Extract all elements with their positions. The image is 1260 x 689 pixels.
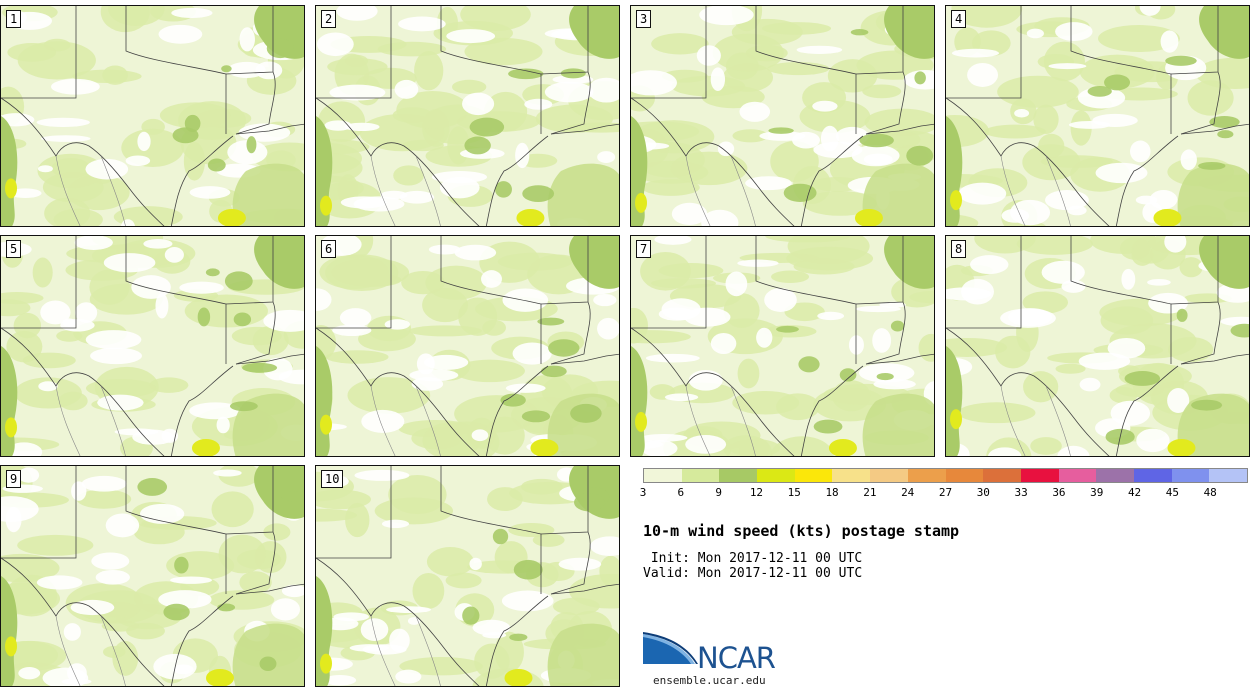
colorbar-segment [644, 469, 682, 482]
colorbar-tick-label: 36 [1052, 486, 1066, 499]
colorbar-segment [757, 469, 795, 482]
colorbar-tick-label: 3 [639, 486, 647, 499]
wind-speed-map [1, 6, 304, 226]
colorbar-segment [719, 469, 758, 482]
ensemble-url: ensemble.ucar.edu [653, 674, 766, 687]
member-panel: 6 [315, 235, 620, 457]
member-number: 7 [636, 240, 652, 258]
colorbar-tick-label: 39 [1090, 486, 1104, 499]
colorbar-segment [1058, 469, 1097, 482]
colorbar-segment [1096, 469, 1134, 482]
colorbar-tick-label: 48 [1203, 486, 1217, 499]
colorbar-tick-label: 42 [1127, 486, 1142, 499]
wind-speed-map [631, 6, 934, 226]
colorbar-segment [1133, 469, 1172, 482]
member-number: 9 [6, 470, 22, 488]
colorbar-segment [794, 469, 833, 482]
wind-speed-map [631, 236, 934, 456]
colorbar-tick-label: 27 [938, 486, 953, 499]
valid-time: Valid: Mon 2017-12-11 00 UTC [643, 566, 863, 581]
wind-speed-map [946, 6, 1249, 226]
member-number: 10 [321, 470, 344, 488]
colorbar-tick-label: 24 [901, 486, 915, 499]
colorbar-segment [945, 469, 984, 482]
member-panel: 8 [945, 235, 1250, 457]
member-panel: 3 [630, 5, 935, 227]
wind-speed-map [316, 466, 619, 686]
colorbar-tick-label: 9 [715, 486, 722, 499]
member-panel: 2 [315, 5, 620, 227]
colorbar-segment [1171, 469, 1210, 482]
colorbar-segment [681, 469, 720, 482]
colorbar-tick-label: 33 [1014, 486, 1028, 499]
colorbar-tick-label: 15 [787, 486, 801, 499]
colorbar-tick-label: 21 [863, 486, 877, 499]
ncar-logo-text: NCAR [697, 641, 776, 675]
figure-title: 10-m wind speed (kts) postage stamp [643, 522, 960, 540]
colorbar-tick-label: 18 [825, 486, 839, 499]
member-number: 1 [6, 10, 22, 28]
member-number: 4 [951, 10, 967, 28]
colorbar [643, 468, 1248, 483]
colorbar-labels: 3 6 9 12 15 18 21 24 27 30 33 36 39 42 45 48 [639, 486, 1248, 500]
member-panel: 9 [0, 465, 305, 687]
member-number: 8 [951, 240, 967, 258]
wind-speed-map [1, 236, 304, 456]
colorbar-tick-label: 45 [1165, 486, 1179, 499]
member-panel: 7 [630, 235, 935, 457]
member-panel: 5 [0, 235, 305, 457]
wind-speed-map [316, 236, 619, 456]
member-panel: 1 [0, 5, 305, 227]
wind-speed-map [946, 236, 1249, 456]
colorbar-segment [1020, 469, 1059, 482]
colorbar-segment [832, 469, 871, 482]
colorbar-segment [1209, 469, 1247, 482]
member-number: 3 [636, 10, 652, 28]
member-number: 5 [6, 240, 22, 258]
colorbar-tick-label: 12 [749, 486, 764, 499]
member-number: 2 [321, 10, 337, 28]
member-panel: 10 [315, 465, 620, 687]
ncar-logo-icon [643, 632, 698, 664]
init-time: Init: Mon 2017-12-11 00 UTC [643, 551, 863, 566]
colorbar-segment [983, 469, 1021, 482]
member-number: 6 [321, 240, 337, 258]
wind-speed-map [316, 6, 619, 226]
colorbar-tick-label: 30 [976, 486, 990, 499]
wind-speed-map [1, 466, 304, 686]
colorbar-tick-label: 6 [677, 486, 685, 499]
colorbar-segment [870, 469, 908, 482]
colorbar-segment [907, 469, 946, 482]
member-panel: 4 [945, 5, 1250, 227]
